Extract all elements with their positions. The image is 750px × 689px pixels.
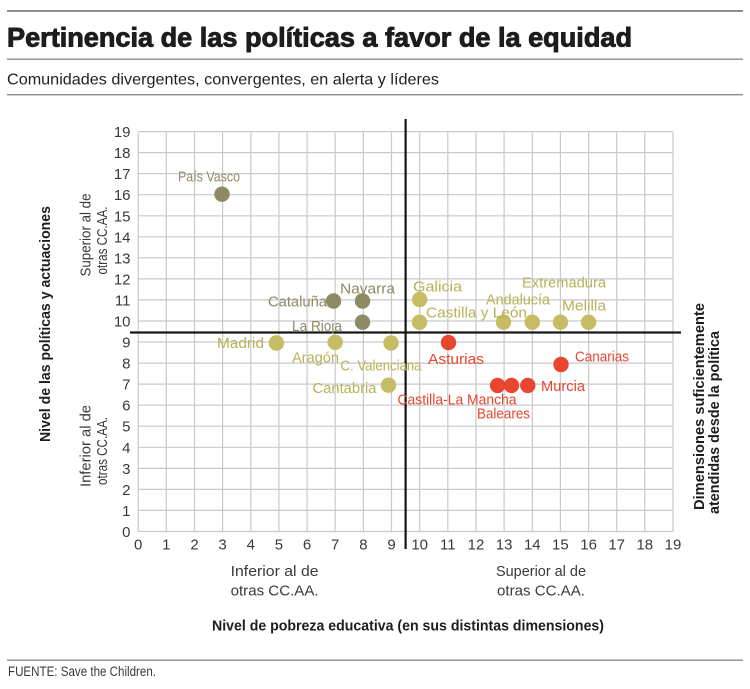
svg-text:Superior al de: Superior al de: [496, 563, 586, 580]
svg-text:19: 19: [665, 537, 682, 554]
svg-text:otras CC.AA.: otras CC.AA.: [94, 207, 111, 275]
svg-text:otras CC.AA.: otras CC.AA.: [231, 583, 319, 600]
svg-text:9: 9: [122, 335, 130, 352]
svg-text:Cantabria: Cantabria: [313, 380, 378, 397]
svg-text:14: 14: [524, 537, 541, 554]
svg-text:9: 9: [387, 537, 395, 554]
svg-text:Inferior al de: Inferior al de: [78, 405, 95, 487]
svg-text:10: 10: [411, 537, 428, 554]
svg-text:Dimensiones suficientemente: Dimensiones suficientemente: [691, 303, 708, 510]
svg-text:4: 4: [122, 440, 130, 457]
svg-text:16: 16: [114, 187, 131, 204]
svg-text:La Rioja: La Rioja: [292, 318, 343, 335]
svg-text:11: 11: [440, 537, 456, 554]
svg-text:10: 10: [114, 314, 131, 331]
svg-text:C. Valenciana: C. Valenciana: [341, 357, 423, 374]
svg-text:11: 11: [115, 292, 131, 309]
svg-text:Comunidades divergentes, conve: Comunidades divergentes, convergentes, e…: [7, 72, 439, 89]
svg-text:8: 8: [359, 537, 367, 554]
svg-text:2: 2: [122, 482, 130, 499]
svg-text:12: 12: [468, 537, 485, 554]
svg-text:FUENTE: Save the Children.: FUENTE: Save the Children.: [8, 664, 156, 679]
svg-text:3: 3: [218, 537, 226, 554]
svg-text:Asturias: Asturias: [428, 351, 484, 368]
svg-text:3: 3: [122, 461, 130, 478]
svg-text:13: 13: [496, 537, 513, 554]
svg-text:Nivel de las políticas y actua: Nivel de las políticas y actuaciones: [37, 206, 54, 442]
svg-text:16: 16: [580, 537, 597, 554]
svg-text:0: 0: [122, 524, 130, 541]
svg-text:15: 15: [552, 537, 569, 554]
svg-text:Extremadura: Extremadura: [522, 274, 607, 291]
svg-text:Castilla-La Mancha: Castilla-La Mancha: [398, 392, 518, 409]
svg-text:17: 17: [114, 166, 131, 183]
svg-text:7: 7: [331, 537, 339, 554]
svg-text:atendidas desde la política: atendidas desde la política: [706, 330, 723, 514]
svg-text:Canarias: Canarias: [575, 348, 629, 365]
svg-text:Pertinencia de las políticas a: Pertinencia de las políticas a favor de …: [7, 23, 632, 53]
svg-text:12: 12: [114, 271, 131, 288]
svg-text:Galicia: Galicia: [413, 278, 463, 295]
svg-text:Baleares: Baleares: [477, 406, 530, 423]
svg-text:Andalucía: Andalucía: [486, 292, 551, 309]
svg-text:0: 0: [134, 537, 142, 554]
svg-text:Madrid: Madrid: [217, 335, 264, 352]
svg-text:5: 5: [275, 537, 283, 554]
svg-text:Murcia: Murcia: [541, 378, 586, 395]
svg-text:País Vasco: País Vasco: [178, 169, 240, 186]
svg-text:otras CC.AA.: otras CC.AA.: [497, 583, 585, 600]
svg-text:1: 1: [122, 503, 130, 520]
svg-text:4: 4: [247, 537, 255, 554]
svg-text:2: 2: [190, 537, 198, 554]
svg-text:Superior al de: Superior al de: [78, 194, 95, 277]
svg-text:Aragón: Aragón: [292, 350, 339, 367]
svg-text:Navarra: Navarra: [340, 281, 396, 298]
svg-text:Melilla: Melilla: [562, 298, 607, 315]
svg-text:13: 13: [114, 250, 131, 267]
svg-text:1: 1: [162, 537, 170, 554]
svg-text:6: 6: [122, 398, 130, 415]
svg-text:Inferior al de: Inferior al de: [231, 563, 319, 580]
svg-text:18: 18: [636, 537, 653, 554]
svg-text:18: 18: [114, 145, 131, 162]
svg-text:17: 17: [608, 537, 625, 554]
svg-text:Nivel de pobreza educativa (en: Nivel de pobreza educativa (en sus disti…: [212, 618, 604, 635]
svg-text:5: 5: [122, 419, 130, 436]
svg-text:Cataluña: Cataluña: [268, 294, 328, 311]
svg-text:15: 15: [114, 208, 131, 225]
svg-text:6: 6: [303, 537, 311, 554]
svg-text:otras CC.AA.: otras CC.AA.: [94, 417, 111, 485]
svg-text:7: 7: [122, 377, 130, 394]
svg-text:Castilla y León: Castilla y León: [426, 305, 527, 322]
svg-text:14: 14: [114, 229, 131, 246]
svg-text:19: 19: [114, 124, 131, 141]
svg-text:8: 8: [122, 356, 130, 373]
